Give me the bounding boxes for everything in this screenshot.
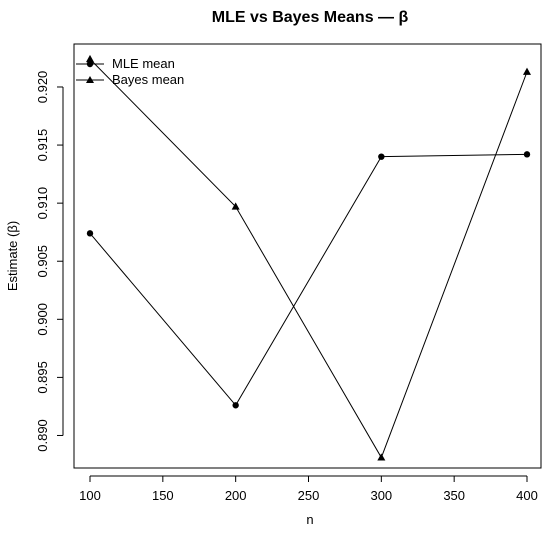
y-tick-label: 0.920 <box>35 71 50 104</box>
legend-label-bayes: Bayes mean <box>112 72 184 87</box>
data-point-mle <box>232 402 239 409</box>
series-line-mle <box>89 153 528 407</box>
y-axis-label: Estimate (β) <box>5 221 20 291</box>
data-point-mle <box>378 153 385 160</box>
plot-frame <box>73 43 542 469</box>
legend-marker-bayes <box>86 76 94 83</box>
legend: MLE mean Bayes mean <box>76 56 184 87</box>
x-tick-label: 400 <box>516 488 538 503</box>
y-tick-label: 0.900 <box>35 303 50 336</box>
legend-marker-mle <box>86 60 94 68</box>
data-point-bayes <box>231 202 240 210</box>
data-point-bayes <box>523 67 531 75</box>
data-point-mle <box>86 230 94 237</box>
y-axis: 0.890 0.895 0.900 0.905 0.910 0.915 0.920 <box>35 71 64 452</box>
x-axis-label: n <box>306 512 313 527</box>
series-layer <box>86 54 531 461</box>
series-line-bayes <box>89 58 528 459</box>
x-tick-label: 100 <box>79 488 101 503</box>
x-axis: 100 150 200 250 300 350 400 <box>79 475 538 503</box>
y-tick-label: 0.905 <box>35 245 50 278</box>
chart-title: MLE vs Bayes Means — β <box>212 9 409 26</box>
x-tick-label: 350 <box>443 488 465 503</box>
legend-label-mle: MLE mean <box>112 56 175 71</box>
y-tick-label: 0.890 <box>35 419 50 452</box>
y-tick-label: 0.915 <box>35 129 50 162</box>
data-point-bayes <box>86 54 94 63</box>
x-tick-label: 250 <box>298 488 320 503</box>
x-tick-label: 200 <box>225 488 247 503</box>
x-tick-label: 300 <box>370 488 392 503</box>
data-point-mle <box>523 151 531 158</box>
x-tick-label: 150 <box>152 488 174 503</box>
y-tick-label: 0.910 <box>35 187 50 220</box>
y-tick-label: 0.895 <box>35 361 50 394</box>
data-point-bayes <box>377 453 386 461</box>
